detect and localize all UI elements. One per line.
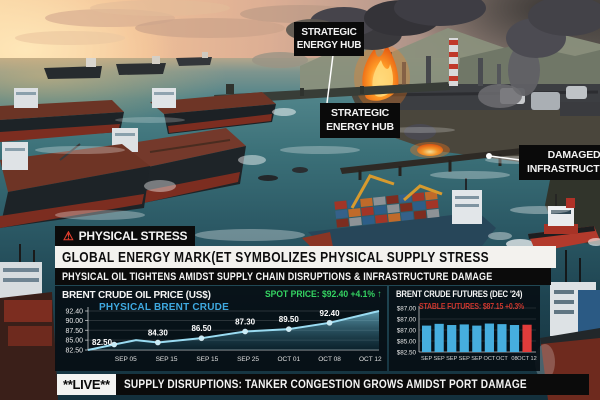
- small-boat: [292, 167, 308, 173]
- svg-text:84.30: 84.30: [148, 329, 169, 338]
- svg-text:92.40: 92.40: [65, 309, 83, 316]
- tugboat: [506, 194, 600, 252]
- crane: [403, 184, 443, 202]
- svg-text:SEP 15: SEP 15: [196, 356, 218, 363]
- svg-text:82.50: 82.50: [92, 338, 113, 347]
- callout-dot: [486, 153, 492, 159]
- callout-line1: DAMAGED: [547, 149, 600, 161]
- callout-line1: STRATEGIC: [330, 107, 390, 119]
- chart-legend: PHYSICAL BRENT CRUDE: [99, 302, 229, 313]
- svg-text:89.50: 89.50: [279, 315, 300, 324]
- svg-text:OCT: OCT: [483, 356, 495, 362]
- callout-line2: ENERGY HUB: [326, 120, 394, 133]
- jetty: [214, 82, 450, 104]
- headline-bar: GLOBAL ENERGY MARK(ET SYMBOLIZES PHYSICA…: [55, 246, 556, 268]
- chart-title: BRENT CRUDE OIL PRICE (US$): [62, 289, 211, 301]
- svg-text:82.50: 82.50: [65, 348, 83, 355]
- brent-line-plot: 92.40 90.00 87.50 85.00 82.50 82.50 84.30 86.50…: [65, 307, 382, 363]
- ticker-text: SUPPLY DISRUPTIONS: TANKER CONGESTION GR…: [123, 378, 527, 391]
- headline-text: GLOBAL ENERGY MARK(ET SYMBOLIZES PHYSICA…: [62, 248, 490, 266]
- svg-text:SEP: SEP: [446, 356, 457, 362]
- warning-icon: ⚠: [63, 229, 74, 243]
- svg-text:$82.50: $82.50: [397, 350, 417, 357]
- charts-row: BRENT CRUDE OIL PRICE (US$) SPOT PRICE: …: [55, 286, 540, 371]
- futures-annotation: STABLE FUTURES: $87.15 +0.3%: [419, 301, 525, 311]
- crane: [350, 174, 395, 209]
- horizon-ships: [44, 52, 212, 79]
- svg-text:OCT: OCT: [496, 356, 508, 362]
- tanker: [0, 88, 124, 142]
- callout-line1: STRATEGIC: [301, 27, 357, 38]
- tanker: [0, 142, 176, 228]
- badge-label: PHYSICAL STRESS: [78, 229, 188, 243]
- physical-stress-badge: ⚠ PHYSICAL STRESS: [55, 226, 196, 246]
- callout-lines: [326, 54, 521, 161]
- callout-strategic-hub-top: STRATEGIC ENERGY HUB: [294, 22, 364, 56]
- svg-text:SEP 25: SEP 25: [237, 356, 259, 363]
- spot-price-annotation: SPOT PRICE: $92.40 +4.1% ↑: [265, 289, 382, 300]
- callout-strategic-hub-mid: STRATEGIC ENERGY HUB: [320, 103, 400, 139]
- live-ticker: **LIVE** SUPPLY DISRUPTIONS: TANKER CONG…: [57, 374, 590, 395]
- small-boat: [258, 175, 278, 181]
- callout-damaged-infrastructure: DAMAGED INFRASTRUCTURE: [519, 145, 600, 181]
- live-badge: **LIVE**: [57, 374, 116, 395]
- svg-text:86.50: 86.50: [191, 324, 212, 333]
- distant-headland: [252, 52, 308, 68]
- svg-text:87.50: 87.50: [65, 328, 83, 335]
- svg-text:OCT 12: OCT 12: [359, 356, 382, 363]
- svg-text:85.00: 85.00: [65, 338, 83, 345]
- brent-spot-chart-panel: BRENT CRUDE OIL PRICE (US$) SPOT PRICE: …: [55, 286, 387, 371]
- subheadline-text: PHYSICAL OIL TIGHTENS AMIDST SUPPLY CHAI…: [62, 270, 493, 283]
- svg-text:$87.00: $87.00: [397, 306, 417, 313]
- storage-tank: [531, 92, 560, 110]
- subheadline-bar: PHYSICAL OIL TIGHTENS AMIDST SUPPLY CHAI…: [55, 268, 551, 285]
- svg-text:08: 08: [511, 356, 517, 362]
- svg-text:SEP: SEP: [421, 356, 432, 362]
- svg-text:SEP 05: SEP 05: [115, 356, 137, 363]
- storage-tank: [566, 86, 587, 99]
- callout-line2: ENERGY HUB: [296, 40, 362, 51]
- svg-text:OCT 12: OCT 12: [517, 356, 536, 362]
- svg-text:90.00: 90.00: [65, 318, 83, 325]
- container-ship: [282, 174, 512, 258]
- svg-text:OCT 01: OCT 01: [277, 356, 300, 363]
- svg-text:SEP: SEP: [471, 356, 482, 362]
- svg-text:SEP 15: SEP 15: [156, 356, 178, 363]
- corner-ship-left: [0, 244, 58, 400]
- svg-text:SEP: SEP: [434, 356, 445, 362]
- striped-stack: [449, 38, 458, 86]
- burning-pier: [340, 124, 541, 180]
- tanker-fleet: [0, 88, 308, 228]
- svg-text:87.30: 87.30: [235, 317, 256, 326]
- svg-text:SEP: SEP: [459, 356, 470, 362]
- brent-futures-chart-panel: BRENT CRUDE FUTURES (DEC '24) STABLE FUT…: [389, 286, 540, 371]
- callout-line2: INFRASTRUCTURE: [526, 162, 600, 175]
- svg-text:OCT 08: OCT 08: [318, 356, 341, 363]
- svg-text:$87.00: $87.00: [397, 317, 417, 324]
- svg-text:$85.00: $85.00: [397, 339, 417, 346]
- svg-text:92.40: 92.40: [320, 309, 341, 318]
- chart-title: BRENT CRUDE FUTURES (DEC '24): [396, 289, 523, 299]
- svg-text:$87.00: $87.00: [397, 328, 417, 335]
- tanker: [150, 88, 296, 134]
